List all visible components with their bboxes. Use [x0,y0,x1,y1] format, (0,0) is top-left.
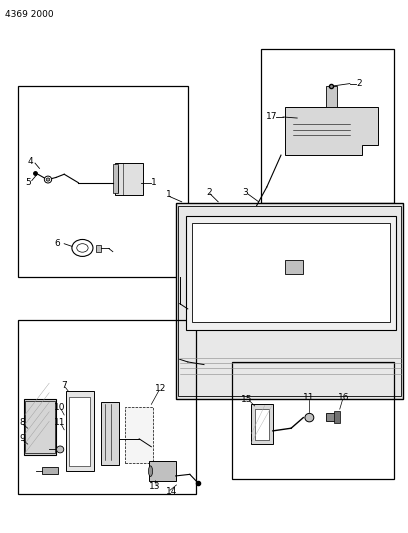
Text: 12: 12 [155,384,167,393]
Text: 5: 5 [25,178,31,187]
Bar [334,411,340,423]
Bar [326,86,337,108]
Bar [113,164,118,193]
Text: 10: 10 [54,402,66,411]
Ellipse shape [44,176,52,183]
Bar [66,391,94,471]
Bar [233,362,395,479]
Text: 14: 14 [166,487,177,496]
Text: 4369 2000: 4369 2000 [5,10,54,19]
Text: 15: 15 [240,394,252,403]
Text: 11: 11 [54,418,66,427]
Bar [24,399,56,455]
Polygon shape [175,203,403,399]
Text: 1: 1 [166,190,171,199]
Text: 4: 4 [28,157,33,166]
Ellipse shape [305,414,314,422]
Polygon shape [192,223,390,322]
Bar [115,163,143,195]
Ellipse shape [46,178,50,181]
Text: 17: 17 [266,112,277,122]
Text: 1: 1 [151,178,157,187]
Bar [149,461,175,481]
Bar [69,398,90,466]
Text: 7: 7 [61,381,67,390]
Bar [255,409,269,440]
Bar [177,206,401,397]
Bar [251,405,273,444]
Bar [101,402,119,465]
Bar [42,467,58,474]
Text: 6: 6 [54,239,60,248]
Bar [326,414,338,421]
Ellipse shape [56,446,64,453]
Text: 8: 8 [19,418,25,427]
Text: 9: 9 [19,434,25,443]
Text: 2: 2 [357,79,362,88]
Bar [125,407,153,463]
Text: 3: 3 [242,188,248,197]
Text: 11: 11 [303,393,315,402]
Bar [25,401,55,453]
Bar [285,260,303,274]
Bar [18,319,196,495]
Text: 2: 2 [206,188,212,197]
Bar [293,116,350,142]
Bar [18,86,188,277]
Polygon shape [285,108,378,155]
Text: 16: 16 [338,393,349,402]
Polygon shape [186,216,397,330]
Ellipse shape [149,466,153,477]
Bar [261,49,395,203]
Bar [96,245,101,252]
Text: 13: 13 [149,482,161,491]
